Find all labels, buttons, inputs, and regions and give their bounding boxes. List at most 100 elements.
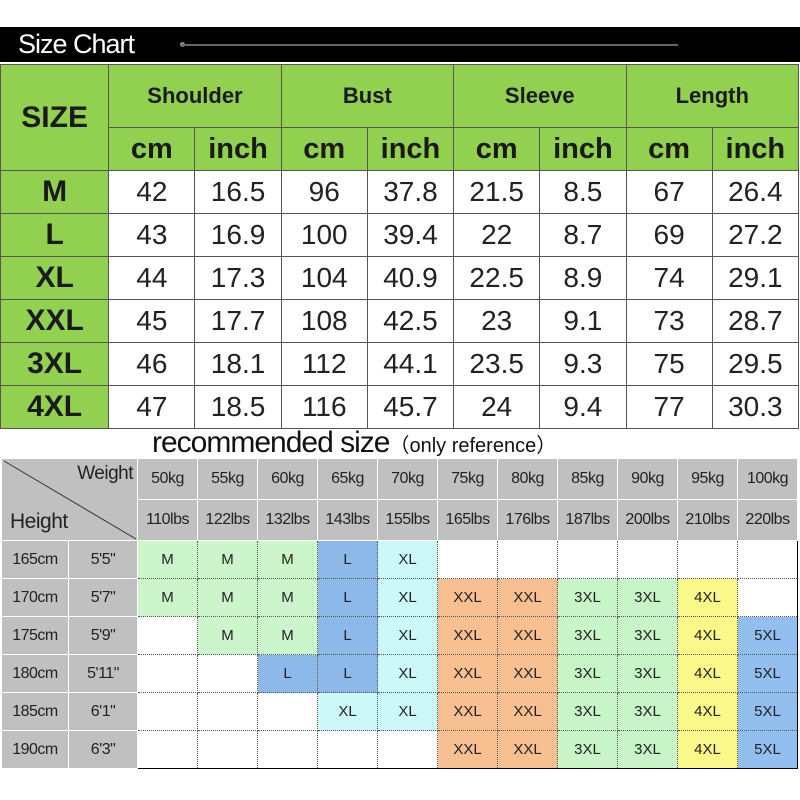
height-row: 185cm 6'1" XL XL XXL XXL 3XL 3XL 4XL 5XL [1, 692, 798, 731]
weight-label: Weight [77, 463, 133, 484]
recommended-size-cell: XL [377, 578, 438, 617]
recommended-size-cell [137, 654, 198, 693]
measurement-cell: 8.7 [539, 213, 627, 257]
measurement-cell: 23.5 [453, 342, 541, 386]
recommended-size-cell: XXL [437, 730, 498, 769]
recommended-size-cell: 3XL [557, 692, 618, 731]
measurement-cell: 8.9 [539, 256, 627, 300]
recommended-size-cell [137, 692, 198, 731]
recommended-size-cell [437, 540, 498, 579]
measurement-cell: 9.1 [539, 299, 627, 343]
height-ft: 5'9" [68, 616, 138, 655]
height-row: 170cm 5'7" M M M L XL XXL XXL 3XL 3XL 4XL [1, 578, 798, 617]
size-label: M [0, 170, 110, 214]
measurement-cell: 8.5 [539, 170, 627, 214]
unit-header: inch [194, 127, 282, 171]
measurement-cell: 116 [280, 385, 368, 429]
recommended-size-cell: XL [377, 654, 438, 693]
recommended-size-cell: L [317, 616, 378, 655]
weight-kg-header: 75kg [437, 458, 498, 500]
group-header: Length [625, 64, 799, 128]
recommended-size-cell: XXL [437, 692, 498, 731]
recommended-size-cell: M [197, 578, 258, 617]
measurement-cell: 40.9 [366, 256, 455, 300]
size-row: 3XL 46 18.1 112 44.1 23.5 9.3 75 29.5 [0, 342, 800, 386]
unit-header: cm [453, 127, 541, 171]
weight-kg-header: 80kg [497, 458, 558, 500]
measurement-cell: 29.5 [711, 342, 800, 386]
unit-header: cm [625, 127, 713, 171]
weight-lbs-header: 132lbs [257, 499, 318, 541]
height-cm: 185cm [1, 692, 69, 731]
height-ft: 5'7" [68, 578, 138, 617]
recommended-size-cell: 4XL [677, 616, 738, 655]
measurement-cell: 18.5 [194, 385, 282, 429]
recommended-size-cell: M [257, 616, 318, 655]
measurement-cell: 45 [108, 299, 196, 343]
height-cm: 190cm [1, 730, 69, 769]
measurement-cell: 42 [108, 170, 196, 214]
recommended-size-cell [737, 540, 798, 579]
measurement-cell: 9.3 [539, 342, 627, 386]
recommended-size-cell: 3XL [617, 616, 678, 655]
measurement-cell: 37.8 [366, 170, 455, 214]
unit-header: inch [539, 127, 627, 171]
measurement-cell: 17.7 [194, 299, 282, 343]
recommended-size-cell: XL [377, 540, 438, 579]
weight-lbs-header: 200lbs [617, 499, 678, 541]
recommended-size-cell: XXL [437, 578, 498, 617]
measurement-cell: 104 [280, 256, 368, 300]
group-header: Sleeve [453, 64, 627, 128]
recommended-size-cell [137, 616, 198, 655]
measurement-cell: 47 [108, 385, 196, 429]
title-bar: Size Chart [0, 27, 800, 62]
measurement-cell: 28.7 [711, 299, 800, 343]
recommended-size-cell: L [317, 540, 378, 579]
recommended-size-cell: XXL [497, 616, 558, 655]
weight-lbs-header: 122lbs [197, 499, 258, 541]
weight-lbs-header: 187lbs [557, 499, 618, 541]
measurement-cell: 74 [625, 256, 713, 300]
unit-header: inch [366, 127, 455, 171]
height-cm: 165cm [1, 540, 69, 579]
diagonal-line [3, 460, 137, 540]
size-table: SIZE Shoulder Bust Sleeve Length cm inch c… [0, 64, 800, 429]
recommended-size-cell: M [197, 616, 258, 655]
measurement-cell: 17.3 [194, 256, 282, 300]
measurement-cell: 16.9 [194, 213, 282, 257]
measurement-cell: 45.7 [366, 385, 455, 429]
measurement-cell: 24 [453, 385, 541, 429]
recommended-size-cell [557, 540, 618, 579]
recommended-size-cell: 3XL [557, 654, 618, 693]
recommended-size-cell: XXL [497, 692, 558, 731]
recommended-size-cell: XXL [497, 730, 558, 769]
recommended-size-cell: 5XL [737, 730, 798, 769]
recommended-size-cell: 3XL [557, 616, 618, 655]
height-ft: 6'3" [68, 730, 138, 769]
recommended-size-cell: XL [377, 692, 438, 731]
recommended-size-cell [737, 578, 798, 617]
height-label: Height [10, 510, 68, 533]
recommended-size-cell: M [137, 540, 198, 579]
recommended-size-cell [197, 654, 258, 693]
weight-lbs-header: 110lbs [137, 499, 198, 541]
height-ft: 6'1" [68, 692, 138, 731]
recommended-size-cell: M [197, 540, 258, 579]
measurement-cell: 21.5 [453, 170, 541, 214]
recommended-size-cell: M [257, 540, 318, 579]
height-row: 190cm 6'3" XXL XXL 3XL 3XL 4XL 5XL [1, 730, 798, 769]
recommended-title: recommended size（only reference） [152, 426, 556, 460]
size-label: 4XL [0, 385, 110, 429]
size-row: L 43 16.9 100 39.4 22 8.7 69 27.2 [0, 213, 800, 257]
recommended-size-cell: L [317, 654, 378, 693]
measurement-cell: 22.5 [453, 256, 541, 300]
measurement-cell: 43 [108, 213, 196, 257]
recommended-size-cell: XL [317, 692, 378, 731]
group-header: Shoulder [108, 64, 282, 128]
weight-kg-header: 60kg [257, 458, 318, 500]
recommended-size-cell: M [257, 578, 318, 617]
height-cm: 175cm [1, 616, 69, 655]
size-header: SIZE [0, 64, 110, 171]
recommended-size-cell: XXL [497, 578, 558, 617]
measurement-cell: 44.1 [366, 342, 455, 386]
